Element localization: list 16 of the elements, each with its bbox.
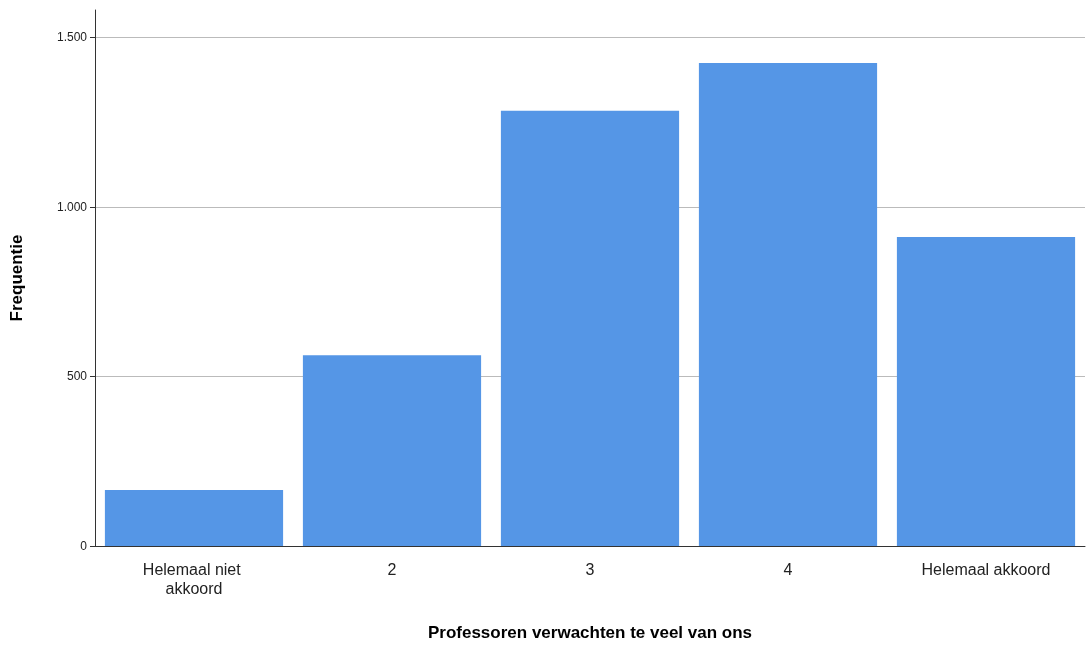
x-tick-label: 3 — [585, 561, 595, 578]
y-tick-label: 0 — [80, 539, 88, 553]
bar — [104, 490, 284, 546]
x-tick-label: 4 — [783, 561, 793, 578]
x-tick-label: 2 — [387, 561, 397, 578]
y-tick-label: 1.000 — [56, 199, 88, 214]
x-tick-label: Helemaal akkoord — [921, 561, 1051, 578]
y-tick-label: 500 — [66, 369, 88, 384]
bar — [500, 110, 680, 546]
x-tick-label: Helemaal niet akkoord — [142, 561, 246, 597]
bar — [698, 62, 878, 546]
y-axis-title: Frequentie — [7, 234, 26, 322]
x-axis-title: Professoren verwachten te veel van ons — [427, 623, 753, 642]
bar — [896, 236, 1076, 546]
y-tick-label: 1.500 — [56, 30, 88, 45]
bar — [302, 355, 482, 546]
